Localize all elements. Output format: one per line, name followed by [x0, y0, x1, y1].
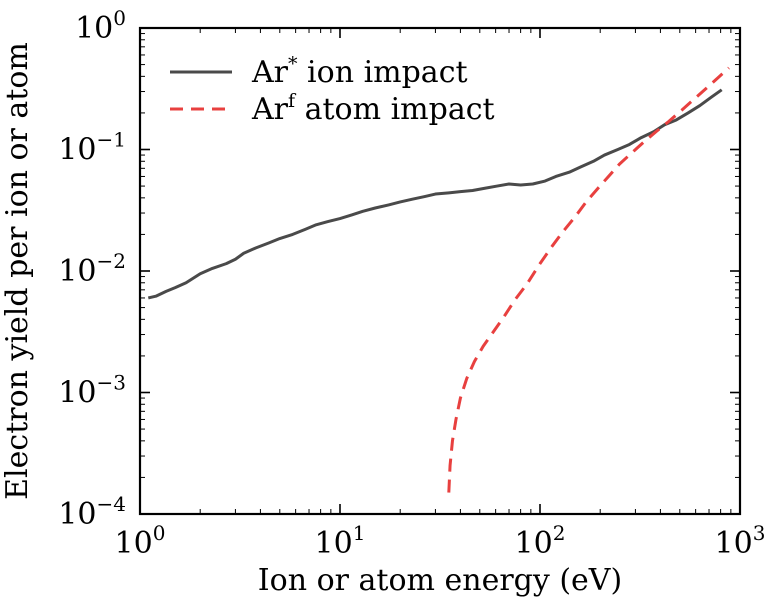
legend-label-ion: Ar* ion impact — [251, 53, 468, 90]
x-tick-label: 101 — [315, 521, 366, 561]
y-tick-base: 10 — [58, 254, 96, 289]
y-tick-label: 10−4 — [58, 492, 126, 532]
y-tick-exponent: −1 — [97, 128, 126, 152]
series-layer — [147, 66, 730, 493]
x-tick-exponent: 3 — [753, 521, 765, 545]
x-tick-label: 102 — [515, 521, 566, 561]
y-tick-exponent: −2 — [97, 249, 126, 273]
y-tick-base: 10 — [75, 11, 113, 46]
y-tick-base: 10 — [58, 497, 96, 532]
x-tick-exponent: 1 — [353, 521, 366, 545]
y-tick-label: 10−1 — [58, 128, 126, 168]
series-line-ion — [147, 88, 723, 300]
series-line-atom — [447, 66, 730, 493]
y-axis-title: Electron yield per ion or atom — [0, 42, 35, 500]
x-tick-base: 10 — [515, 526, 553, 561]
x-tick-base: 10 — [315, 526, 353, 561]
legend-label-atom: Arf atom impact — [251, 90, 495, 127]
x-tick-label: 100 — [115, 521, 166, 561]
x-tick-exponent: 0 — [153, 521, 166, 545]
y-tick-exponent: −3 — [97, 371, 126, 395]
legend: Ar* ion impact Arf atom impact — [170, 53, 495, 127]
y-tick-exponent: 0 — [113, 6, 126, 30]
x-tick-exponent: 2 — [553, 521, 566, 545]
x-tick-base: 10 — [715, 526, 753, 561]
y-tick-base: 10 — [58, 376, 96, 411]
y-tick-exponent: −4 — [97, 492, 126, 516]
plot-frame — [138, 26, 742, 516]
y-tick-label: 10−2 — [58, 249, 126, 289]
x-axis-title: Ion or atom energy (eV) — [258, 563, 622, 597]
x-tick-base: 10 — [115, 526, 153, 561]
y-tick-label: 10−3 — [58, 371, 126, 411]
y-tick-label: 100 — [75, 6, 126, 46]
y-tick-base: 10 — [58, 133, 96, 168]
x-tick-label: 103 — [715, 521, 765, 561]
